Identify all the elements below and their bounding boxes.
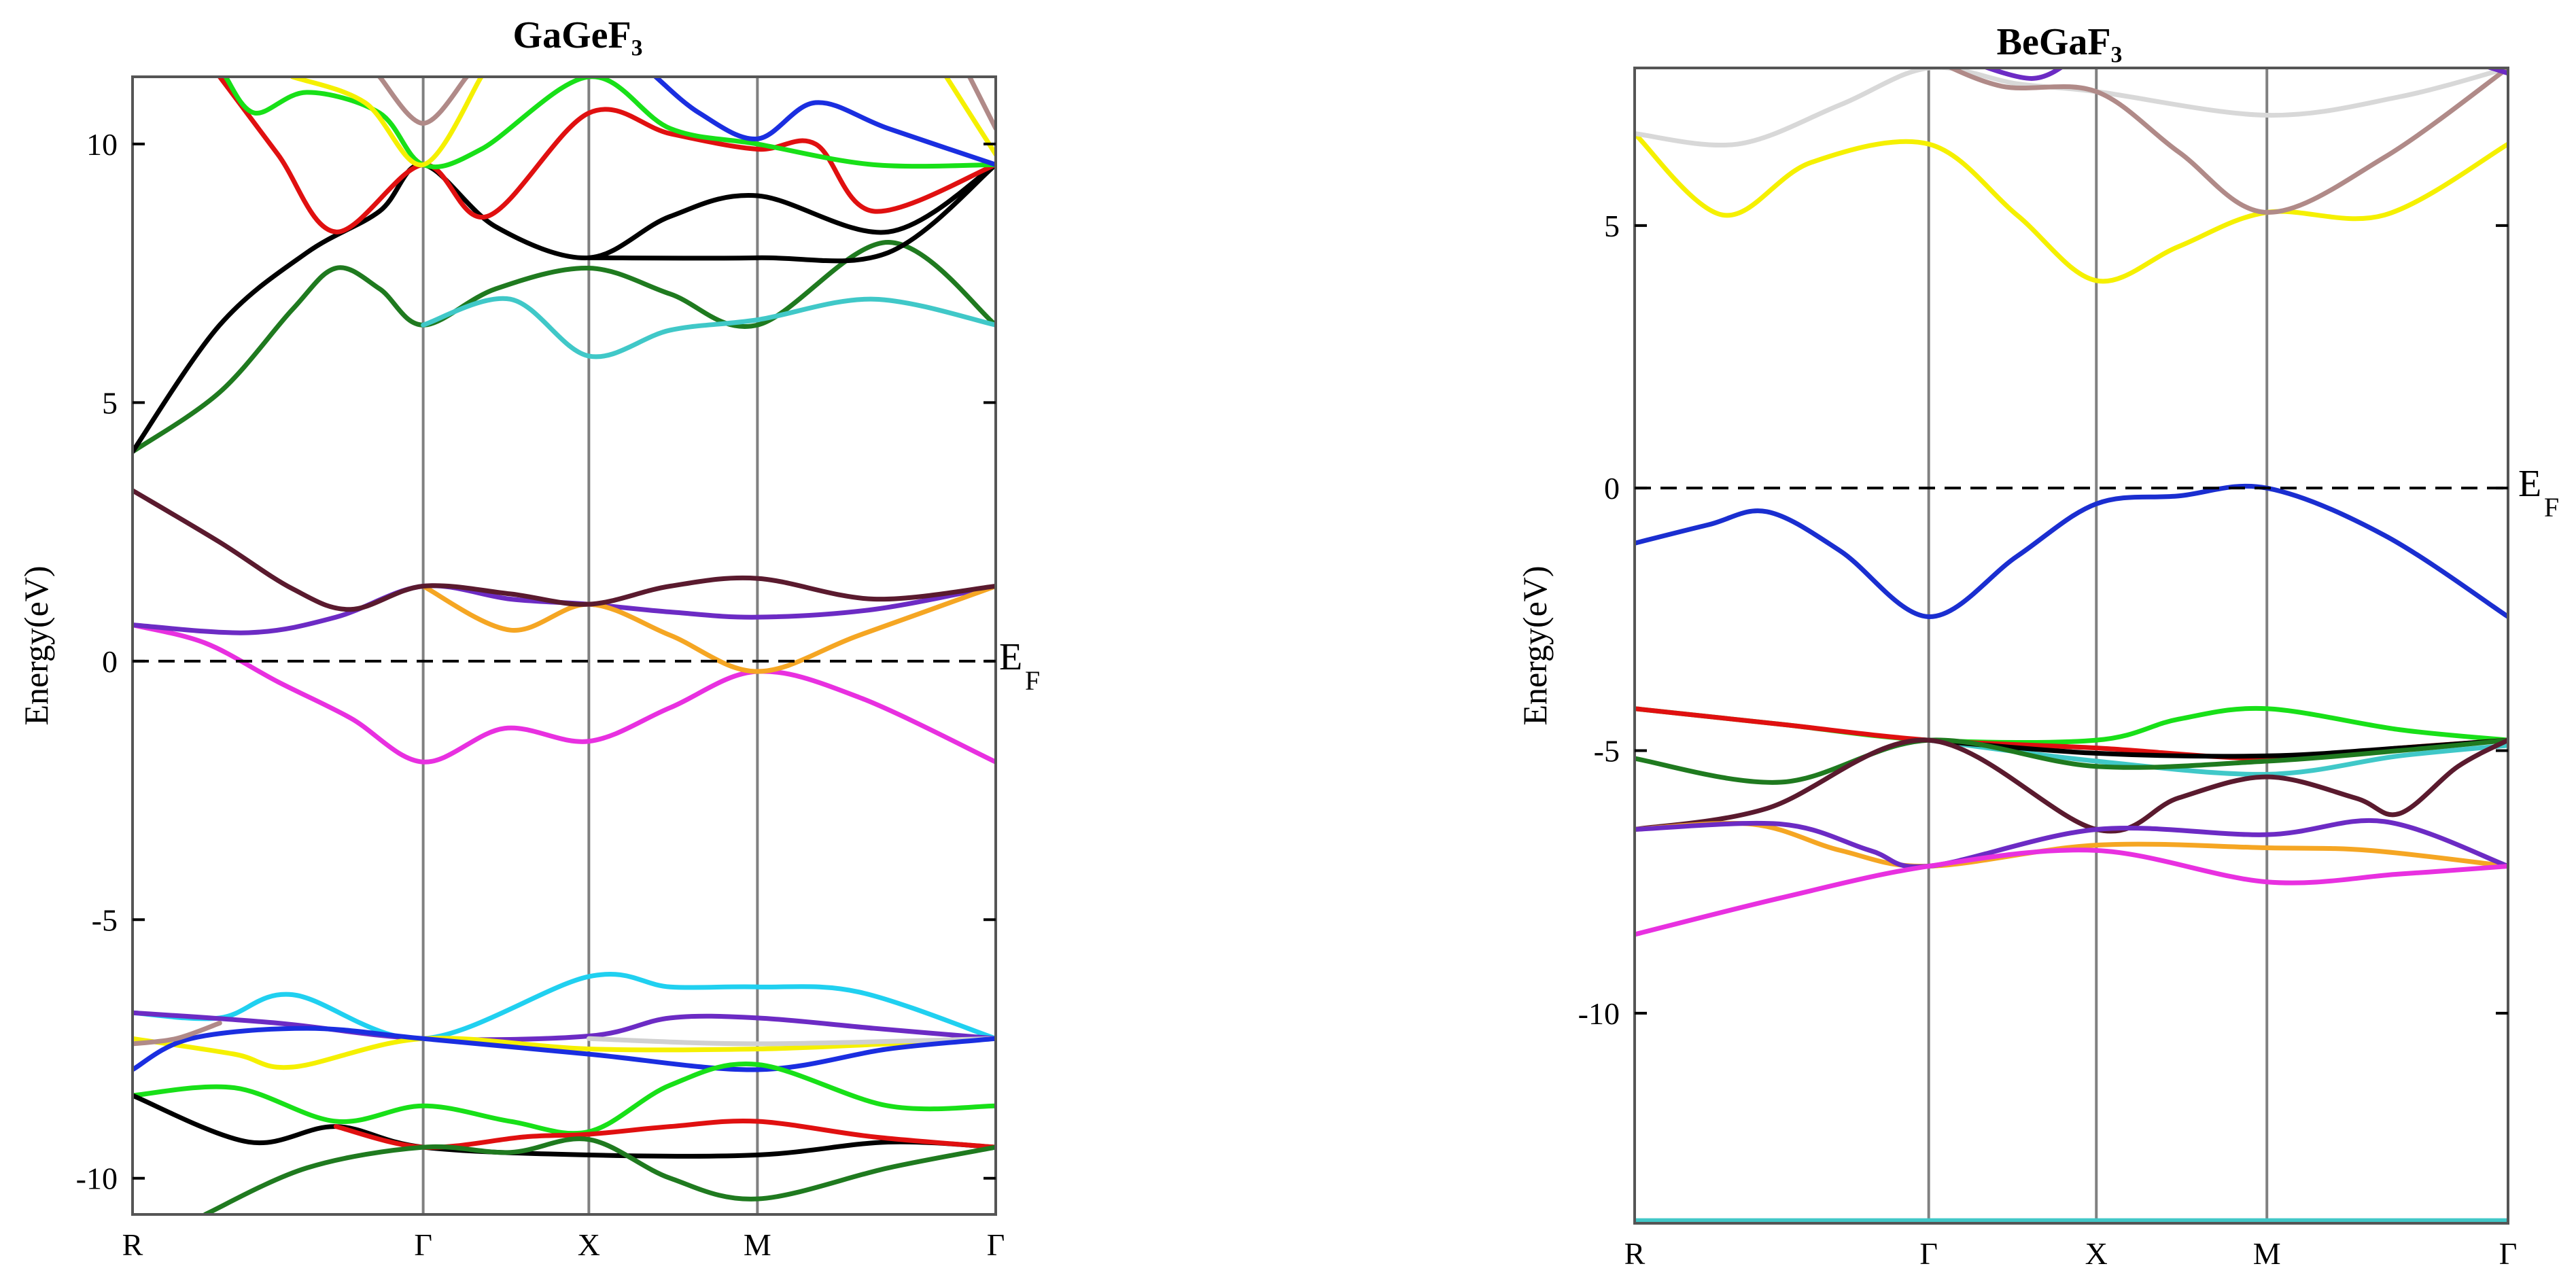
band-line-band_black_flat: [586, 162, 996, 264]
y-tick-label: -10: [1578, 996, 1620, 1031]
x-tick-label: X: [578, 1227, 600, 1262]
y-tick-label: 5: [1604, 209, 1620, 243]
band-line-band_red: [217, 77, 996, 234]
chart-title: BeGaF₃: [1997, 21, 2123, 63]
y-tick-label: 5: [102, 385, 118, 420]
y-tick-label: -5: [92, 903, 118, 937]
fermi-label-subscript: F: [2544, 492, 2559, 523]
band-line-low_cyan: [133, 972, 996, 1041]
x-tick-label: R: [1624, 1236, 1646, 1271]
band-line-band_purple: [1635, 818, 2508, 869]
band-line-low_darkgreen: [203, 1136, 996, 1214]
band-line-band_darkgreen: [133, 239, 996, 455]
band-line-band_yellow: [1635, 131, 2508, 284]
band-line-band_blue: [1635, 483, 2508, 620]
y-axis-label: Energy(eV): [1516, 565, 1554, 725]
band-line-low_brown: [133, 1020, 222, 1047]
fermi-label: E: [2518, 463, 2541, 505]
band-line-band_brown: [1946, 68, 2508, 215]
bands: [133, 77, 996, 1214]
band-chart-begaf3: 5 0 -5 -10 R Γ X M Γ BeGaF₃ Energy(eV) EF: [1516, 21, 2559, 1271]
band-line-band_cyan_up: [421, 296, 996, 360]
chart-title: GaGeF₃: [513, 14, 643, 56]
y-axis-label: Energy(eV): [17, 565, 55, 725]
x-tick-label: M: [744, 1227, 771, 1262]
band-line-band_green: [1635, 705, 2508, 745]
band-line-band_maroon: [1635, 737, 2508, 834]
band-line-band_orange: [1635, 820, 2508, 869]
band-line-band_brown: [377, 77, 470, 126]
y-tick-label: 0: [1604, 471, 1620, 506]
band-line-band_purple_top: [1981, 68, 2065, 81]
band-line-band_magenta: [133, 623, 996, 765]
x-tick-label: M: [2253, 1236, 2281, 1271]
band-line-band_magenta: [1635, 847, 2508, 937]
band-line-low_grey: [586, 1036, 996, 1047]
band-line-band_yellow: [290, 77, 484, 167]
band-line-band_yellow_b: [943, 77, 996, 157]
band-line-low_black: [133, 1093, 996, 1159]
band-line-low_yellow: [133, 1036, 996, 1070]
band-line-band_green: [223, 77, 996, 169]
band-line-low_green: [133, 1062, 996, 1136]
y-tick-label: -5: [1594, 734, 1620, 769]
band-line-band_black_up: [133, 162, 996, 455]
y-tick-label: 0: [102, 644, 118, 679]
plot-frame: [1633, 67, 2509, 1225]
x-tick-label: Γ: [414, 1227, 432, 1262]
x-tick-label: Γ: [2499, 1236, 2518, 1271]
band-line-low_blue: [133, 1026, 996, 1072]
plot-frame: [131, 75, 997, 1216]
x-tick-label: R: [122, 1227, 143, 1262]
band-line-band_purple_top2: [2483, 68, 2508, 76]
band-chart-gagef3: 10 5 0 -5 -10R Γ X M Γ GaGeF₃ Energy(eV) EF: [17, 14, 1040, 1262]
x-tick-label: Γ: [987, 1227, 1005, 1262]
band-line-band_grey: [1635, 68, 2508, 148]
band-line-band_maroon: [133, 488, 996, 612]
fermi-label: E: [999, 636, 1022, 678]
band-line-band_blue: [653, 77, 996, 167]
y-tick-label: 10: [86, 127, 118, 162]
bands: [1635, 68, 2508, 1223]
band-line-band_darkgreen: [1635, 737, 2508, 785]
x-tick-label: X: [2085, 1236, 2108, 1271]
band-line-low_purple: [133, 1010, 996, 1043]
y-tick-label: -10: [76, 1161, 118, 1196]
band-line-band_brown_b: [967, 77, 996, 131]
band-line-band_orange: [421, 583, 996, 674]
x-tick-label: Γ: [1919, 1236, 1938, 1271]
fermi-label-subscript: F: [1025, 665, 1040, 696]
